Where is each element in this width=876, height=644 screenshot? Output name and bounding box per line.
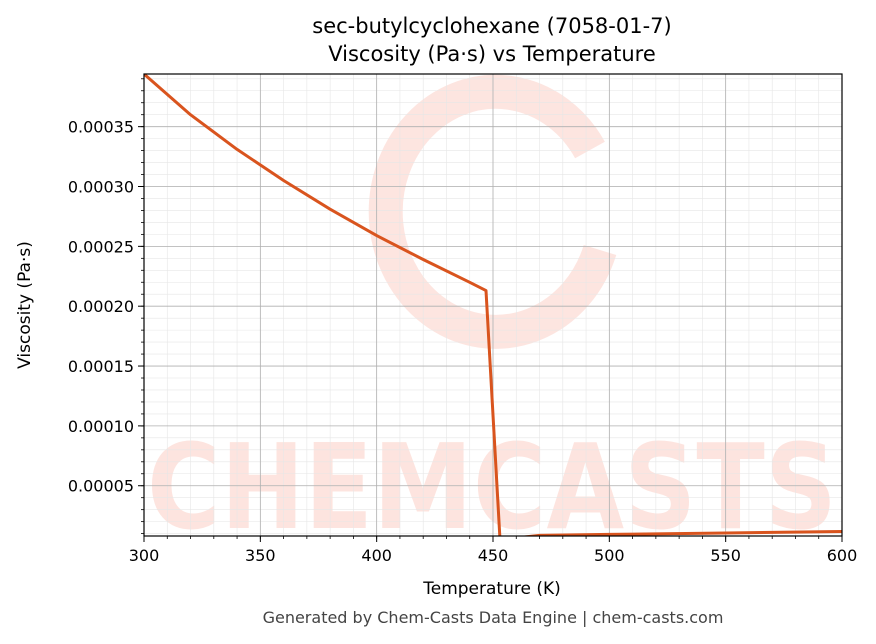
y-tick-label: 0.00035 xyxy=(68,118,134,137)
x-tick-label: 300 xyxy=(129,546,160,565)
x-tick-label: 350 xyxy=(245,546,276,565)
x-tick-label: 600 xyxy=(827,546,858,565)
x-tick-label: 400 xyxy=(361,546,392,565)
y-tick-label: 0.00015 xyxy=(68,357,134,376)
y-tick-label: 0.00020 xyxy=(68,297,134,316)
series-layer xyxy=(144,74,842,536)
y-tick-label: 0.00025 xyxy=(68,237,134,256)
x-tick-label: 550 xyxy=(710,546,741,565)
series-line xyxy=(144,74,842,536)
y-tick-label: 0.00010 xyxy=(68,417,134,436)
chart-title: sec-butylcyclohexane (7058-01-7) xyxy=(312,14,671,38)
chart-subtitle: Viscosity (Pa·s) vs Temperature xyxy=(328,42,656,66)
x-tick-label: 500 xyxy=(594,546,625,565)
x-tick-label: 450 xyxy=(478,546,509,565)
y-axis-label: Viscosity (Pa·s) xyxy=(15,241,35,369)
x-axis-ticks: 300 350 400 450 500 550 600 xyxy=(129,536,858,565)
y-tick-label: 0.00005 xyxy=(68,477,134,496)
footer-credit: Generated by Chem-Casts Data Engine | ch… xyxy=(262,608,724,627)
y-axis-ticks: 0.00005 0.00010 0.00015 0.00020 0.00025 0.000… xyxy=(68,78,144,535)
watermark-text: CHEMCASTS xyxy=(147,418,837,556)
x-axis-label: Temperature (K) xyxy=(422,579,561,599)
y-tick-label: 0.00030 xyxy=(68,178,134,197)
